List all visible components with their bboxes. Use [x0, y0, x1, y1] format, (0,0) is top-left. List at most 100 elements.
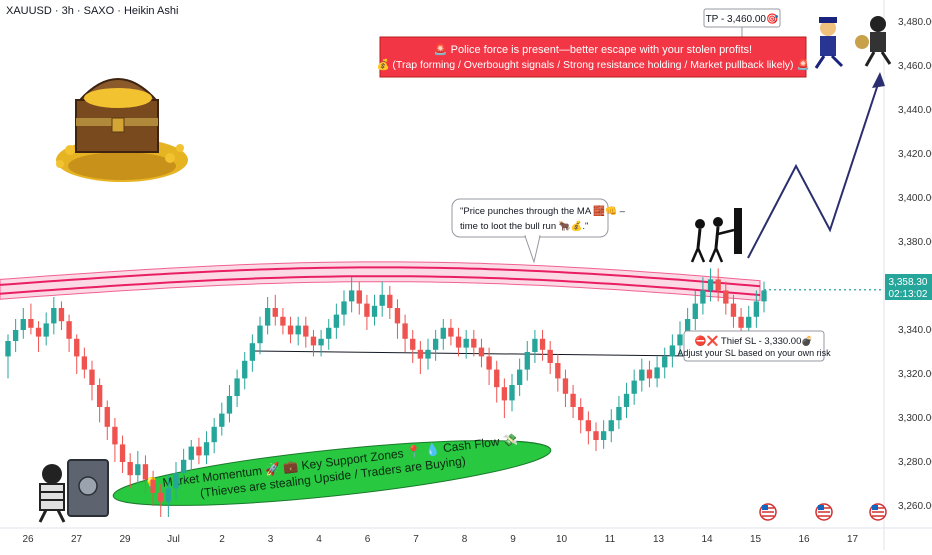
candle — [203, 431, 210, 465]
candle — [242, 352, 248, 390]
candle — [608, 409, 614, 443]
economic-event-markers[interactable] — [759, 503, 887, 521]
time-tick-label: 10 — [556, 534, 568, 545]
candle-body — [509, 385, 515, 401]
candle-body — [532, 338, 538, 352]
candle-body — [585, 420, 592, 432]
candle-body — [356, 290, 362, 304]
sl-note-box — [683, 330, 825, 362]
ma-note-callout[interactable]: "Price punches through the MA 🧱👊 – time … — [451, 198, 626, 264]
candle-body — [295, 325, 301, 335]
candle — [96, 378, 103, 423]
candle — [310, 330, 317, 357]
candle — [471, 330, 477, 357]
candle-body — [180, 459, 187, 473]
candle — [66, 314, 72, 352]
price-tick-label: 3,260.00 — [898, 501, 932, 512]
candle — [623, 382, 630, 418]
candle — [104, 400, 110, 440]
candle — [58, 301, 65, 330]
candle — [158, 484, 164, 517]
candle-body — [448, 327, 454, 337]
ma-note-line2: time to loot the bull run 🐂💰." — [460, 220, 588, 232]
ma-line-upper — [0, 266, 761, 288]
candle — [448, 319, 454, 346]
time-axis[interactable]: 26 27 29 Jul 2 3 4 6 7 8 9 10 11 13 14 15 16 17 — [22, 534, 858, 545]
candle-body — [165, 488, 172, 502]
candle-body — [257, 325, 263, 344]
candle — [196, 437, 202, 465]
time-tick-label: 2 — [219, 534, 225, 545]
candle-body — [219, 413, 225, 427]
treasure-chest-illustration — [56, 78, 188, 182]
candle-body — [455, 336, 462, 348]
candle-body — [96, 385, 103, 407]
candle-body — [28, 319, 34, 328]
candle-body — [547, 349, 553, 363]
candle-body — [196, 446, 202, 456]
candle-body — [371, 305, 378, 317]
alert-banner[interactable]: 🚨 Police force is present—better escape … — [376, 36, 810, 78]
take-profit-label[interactable]: TP - 3,460.00🎯 — [703, 8, 781, 38]
candle — [715, 268, 721, 302]
candle — [692, 290, 698, 330]
candle-body — [700, 290, 706, 304]
coin — [176, 144, 184, 152]
candle-body — [494, 369, 500, 388]
candle-body — [58, 308, 65, 322]
police-squad-silhouette — [690, 208, 742, 263]
time-tick-label: 17 — [847, 534, 859, 545]
money-bag — [855, 35, 869, 49]
candle — [578, 398, 584, 434]
candle — [51, 297, 57, 335]
candle-body — [150, 479, 156, 493]
candle — [180, 448, 187, 484]
candle — [379, 281, 385, 317]
candle-body — [410, 338, 416, 350]
candle-body — [249, 343, 256, 361]
candle — [501, 378, 508, 418]
time-tick-label: 13 — [653, 534, 665, 545]
projected-path — [747, 77, 881, 259]
candle-body — [51, 308, 57, 324]
candle — [142, 455, 149, 493]
candle-body — [379, 294, 385, 306]
price-axis[interactable]: 3,480.00 3,460.00 3,440.00 3,420.00 3,400.00… — [898, 17, 932, 512]
candle-body — [730, 303, 737, 317]
candle-body — [89, 369, 95, 385]
thief-body — [39, 483, 65, 511]
squad-head — [695, 219, 705, 229]
current-price-tag[interactable]: 3,358.30 02:13:02 — [885, 274, 932, 300]
alert-box — [379, 36, 807, 78]
time-tick-label: 15 — [750, 534, 762, 545]
candle — [402, 314, 408, 352]
candle-body — [738, 316, 744, 328]
candle-body — [43, 323, 49, 337]
gold-coin-pile-shade — [68, 152, 176, 180]
price-tick-label: 3,400.00 — [898, 193, 932, 204]
candle — [219, 402, 225, 436]
squad-shield — [734, 208, 742, 254]
candle — [654, 356, 660, 388]
candle-body — [264, 308, 271, 326]
candle-body — [333, 314, 340, 328]
candle — [761, 281, 767, 313]
candle — [730, 294, 737, 328]
candle — [455, 327, 462, 357]
stop-loss-callout[interactable]: ⛔❌ Thief SL - 3,330.00💣 Adjust your SL b… — [677, 330, 831, 362]
candle-body — [631, 380, 637, 394]
sl-note-line1: ⛔❌ Thief SL - 3,330.00💣 — [695, 335, 813, 347]
candle — [135, 451, 141, 484]
candle-body — [555, 363, 561, 379]
candle-body — [593, 431, 599, 440]
candle — [272, 294, 278, 326]
time-tick-label: 6 — [365, 534, 371, 545]
candle-body — [486, 356, 492, 370]
candle — [249, 334, 256, 372]
squad-leg — [690, 247, 700, 263]
candle — [356, 281, 362, 315]
price-tick-label: 3,440.00 — [898, 105, 932, 116]
sl-note-line2: Adjust your SL based on your own risk — [677, 348, 831, 358]
